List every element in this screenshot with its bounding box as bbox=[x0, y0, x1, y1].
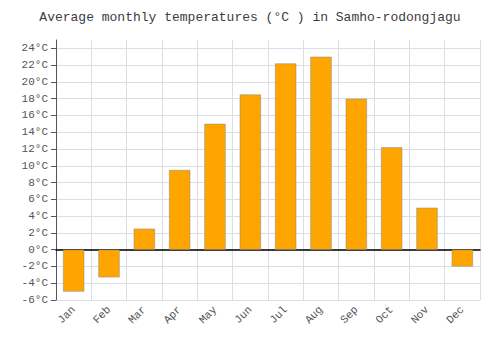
svg-text:Jul: Jul bbox=[267, 304, 289, 326]
svg-text:Mar: Mar bbox=[126, 304, 148, 326]
svg-text:-6°C: -6°C bbox=[22, 294, 49, 306]
svg-text:16°C: 16°C bbox=[22, 109, 49, 121]
svg-text:24°C: 24°C bbox=[22, 42, 49, 54]
svg-text:Jun: Jun bbox=[232, 304, 254, 326]
svg-text:12°C: 12°C bbox=[22, 143, 49, 155]
svg-text:Oct: Oct bbox=[373, 304, 395, 326]
svg-text:18°C: 18°C bbox=[22, 93, 49, 105]
svg-text:Sep: Sep bbox=[338, 304, 360, 326]
svg-text:14°C: 14°C bbox=[22, 126, 49, 138]
svg-text:8°C: 8°C bbox=[28, 177, 48, 189]
svg-text:Jan: Jan bbox=[55, 304, 77, 326]
svg-text:Apr: Apr bbox=[161, 304, 183, 326]
svg-text:Aug: Aug bbox=[303, 304, 325, 326]
svg-text:-2°C: -2°C bbox=[22, 260, 49, 272]
svg-text:May: May bbox=[197, 303, 220, 326]
svg-text:Average monthly temperatures (: Average monthly temperatures (°C ) in Sa… bbox=[39, 10, 460, 25]
svg-text:4°C: 4°C bbox=[28, 210, 48, 222]
svg-text:Feb: Feb bbox=[91, 304, 113, 326]
svg-text:10°C: 10°C bbox=[22, 160, 49, 172]
svg-text:6°C: 6°C bbox=[28, 193, 48, 205]
svg-text:20°C: 20°C bbox=[22, 76, 49, 88]
svg-text:-4°C: -4°C bbox=[22, 277, 49, 289]
svg-text:0°C: 0°C bbox=[28, 244, 48, 256]
svg-text:Dec: Dec bbox=[444, 304, 466, 326]
svg-text:Nov: Nov bbox=[409, 303, 432, 326]
svg-text:22°C: 22°C bbox=[22, 59, 49, 71]
svg-text:2°C: 2°C bbox=[28, 227, 48, 239]
